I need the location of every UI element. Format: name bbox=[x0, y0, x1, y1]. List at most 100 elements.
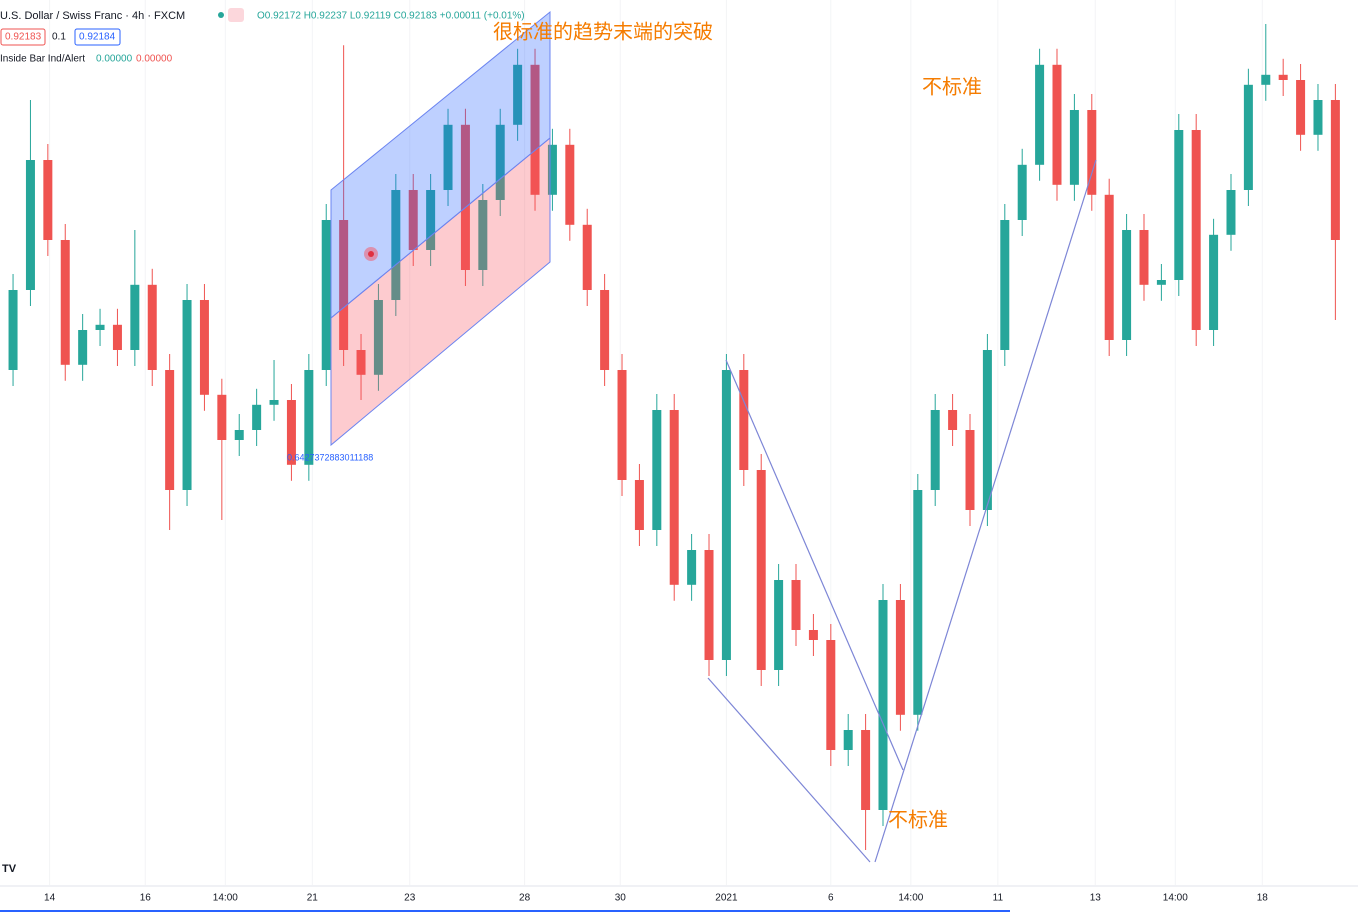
candle-body bbox=[948, 410, 958, 430]
buy-price: 0.92184 bbox=[79, 32, 116, 43]
ohlc: O0.92172 H0.92237 L0.92119 C0.92183 +0.0… bbox=[257, 11, 525, 22]
candle-body bbox=[878, 600, 888, 810]
candle-body bbox=[756, 470, 766, 670]
plot-area bbox=[8, 0, 1340, 885]
candle-body bbox=[1104, 194, 1114, 340]
candle-body bbox=[373, 300, 383, 375]
sell-price: 0.92183 bbox=[5, 32, 42, 43]
candle-body bbox=[739, 370, 749, 470]
x-tick-label: 11 bbox=[993, 893, 1004, 904]
cursor-dot bbox=[368, 251, 374, 257]
candle-body bbox=[25, 160, 35, 290]
spread: 0.1 bbox=[52, 32, 66, 43]
candle-body bbox=[495, 124, 505, 200]
candle-body bbox=[1174, 130, 1184, 280]
candle-body bbox=[43, 160, 53, 240]
candle-body bbox=[78, 330, 88, 365]
candle-body bbox=[182, 300, 192, 490]
candle-body bbox=[704, 550, 714, 660]
candle-body bbox=[460, 124, 470, 270]
symbol: U.S. Dollar / Swiss Franc · 4h · FXCM bbox=[0, 10, 185, 22]
candle-body bbox=[1087, 110, 1097, 195]
candle-body bbox=[721, 370, 731, 660]
candle-body bbox=[1052, 64, 1062, 185]
candle-body bbox=[617, 370, 627, 480]
candle-body bbox=[165, 370, 175, 490]
indicator: Inside Bar Ind/Alert bbox=[0, 54, 85, 65]
sell-box[interactable] bbox=[0, 28, 46, 46]
candle-body bbox=[1278, 74, 1288, 80]
candle-body bbox=[1191, 130, 1201, 330]
annotation: 不标准 bbox=[922, 75, 982, 98]
candle-body bbox=[808, 630, 818, 640]
x-tick-label: 21 bbox=[307, 893, 319, 904]
buy-box[interactable] bbox=[74, 28, 121, 46]
level-label: 0.6427372883011188 bbox=[287, 452, 373, 462]
candle-body bbox=[582, 224, 592, 290]
indicator-value: 0.00000 bbox=[96, 54, 133, 65]
x-tick-label: 30 bbox=[615, 893, 627, 904]
x-axis: 14 16 14:00 21 23 28 30 2021 6 14:00 11 13 14:00 18 bbox=[44, 893, 1268, 904]
candle-body bbox=[60, 240, 70, 365]
candle-body bbox=[356, 350, 366, 375]
candle-body bbox=[408, 190, 418, 250]
annotation: 很标准的趋势末端的突破 bbox=[493, 20, 713, 43]
candle-body bbox=[112, 324, 122, 350]
time-axis bbox=[0, 885, 1358, 914]
candle-body bbox=[95, 324, 105, 330]
candle-body bbox=[547, 144, 557, 195]
candle-body bbox=[1330, 100, 1340, 240]
candle-body bbox=[669, 410, 679, 585]
candle-body bbox=[339, 220, 349, 350]
candle-body bbox=[774, 580, 784, 670]
candle-body bbox=[652, 410, 662, 530]
candle-body bbox=[982, 350, 992, 510]
x-tick-label: 13 bbox=[1090, 893, 1102, 904]
candle-body bbox=[530, 64, 540, 195]
candle-body bbox=[252, 404, 262, 430]
x-tick-label: 14 bbox=[44, 893, 56, 904]
candle-body bbox=[1122, 230, 1132, 340]
candle-body bbox=[443, 124, 453, 190]
x-tick-label: 14:00 bbox=[1163, 893, 1188, 904]
trend-line bbox=[725, 359, 904, 771]
candle-body bbox=[513, 64, 523, 125]
candle-body bbox=[565, 144, 575, 225]
candle-body bbox=[1000, 220, 1010, 350]
candle-body bbox=[1017, 164, 1027, 220]
indicator-value: 0.00000 bbox=[136, 54, 173, 65]
candle-body bbox=[304, 370, 314, 465]
candle-body bbox=[791, 580, 801, 630]
candle-body bbox=[478, 200, 488, 270]
candle-body bbox=[8, 290, 18, 370]
candle-body bbox=[600, 290, 610, 370]
candle-body bbox=[1069, 110, 1079, 185]
candle-body bbox=[1296, 80, 1306, 135]
candle-body bbox=[1243, 84, 1253, 190]
candle-body bbox=[391, 190, 401, 300]
badge bbox=[228, 8, 244, 22]
candle-body bbox=[826, 640, 836, 750]
x-tick-label: 6 bbox=[828, 893, 834, 904]
trend-line bbox=[707, 677, 871, 863]
candle-body bbox=[895, 600, 905, 715]
candle-body bbox=[1226, 190, 1236, 235]
candle-body bbox=[1261, 74, 1271, 85]
candle-body bbox=[199, 300, 209, 395]
candle-body bbox=[634, 480, 644, 530]
candle-body bbox=[286, 400, 296, 465]
candle-body bbox=[1156, 280, 1166, 285]
x-tick-label: 14:00 bbox=[213, 893, 238, 904]
trend-line bbox=[874, 159, 1097, 863]
candle-body bbox=[234, 430, 244, 440]
candle-body bbox=[913, 490, 923, 715]
x-tick-label: 18 bbox=[1257, 893, 1269, 904]
candle-body bbox=[687, 550, 697, 585]
candle-body bbox=[1313, 100, 1323, 135]
candle-body bbox=[130, 284, 140, 350]
candle-body bbox=[217, 394, 227, 440]
candle-body bbox=[1209, 234, 1219, 330]
x-tick-label: 2021 bbox=[715, 893, 738, 904]
